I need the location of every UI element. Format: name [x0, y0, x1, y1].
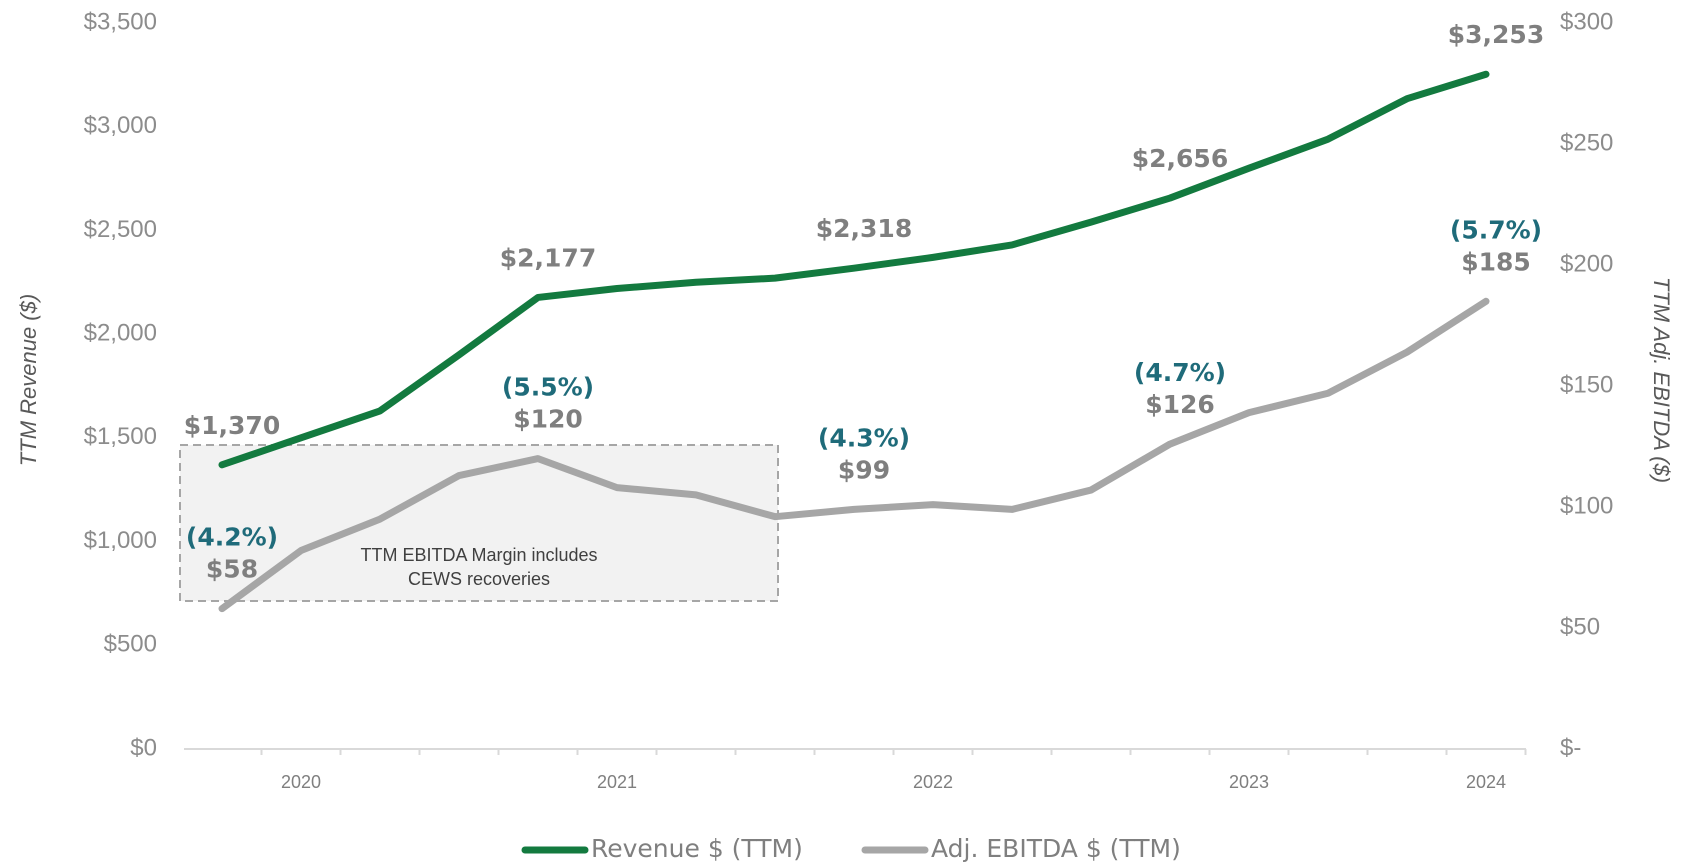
data-label: $126 [1145, 390, 1215, 419]
y2-tick-label: $50 [1560, 613, 1600, 640]
data-label: $120 [513, 405, 583, 434]
series-line [218, 70, 1490, 469]
data-label: $1,370 [184, 411, 280, 440]
data-label: $2,177 [500, 243, 596, 272]
margin-label: (5.7%) [1450, 215, 1542, 244]
legend-label: Adj. EBITDA $ (TTM) [931, 834, 1181, 862]
y2-tick-label: $200 [1560, 250, 1613, 277]
y-tick-label: $2,000 [84, 319, 157, 346]
data-label: $58 [206, 555, 258, 584]
data-label: $2,318 [816, 214, 912, 243]
y2-tick-label: $- [1560, 734, 1581, 761]
y2-tick-label: $250 [1560, 129, 1613, 156]
y-tick-label: $1,500 [84, 423, 157, 450]
y-tick-label: $500 [104, 631, 157, 658]
y-tick-label: $3,000 [84, 112, 157, 139]
margin-label: (4.2%) [186, 523, 278, 552]
y2-tick-label: $150 [1560, 371, 1613, 398]
y-tick-label: $0 [130, 734, 157, 761]
margin-label: (4.7%) [1134, 358, 1226, 387]
data-label: $99 [838, 455, 890, 484]
y-tick-label: $2,500 [84, 216, 157, 243]
y2-tick-label: $300 [1560, 8, 1613, 35]
y-axis-title: TTM Revenue ($) [16, 294, 41, 466]
margin-label: (4.3%) [818, 423, 910, 452]
y-tick-label: $3,500 [84, 8, 157, 35]
data-label: $185 [1461, 247, 1531, 276]
series-line [218, 297, 1490, 613]
x-tick-label: 2024 [1466, 772, 1506, 792]
data-label: $3,253 [1448, 20, 1544, 49]
y2-axis-title: TTM Adj. EBITDA ($) [1649, 277, 1674, 483]
data-label: $2,656 [1132, 144, 1228, 173]
annotation: CEWS recoveries [408, 569, 550, 589]
x-tick-label: 2023 [1229, 772, 1269, 792]
y-tick-label: $1,000 [84, 527, 157, 554]
annotation: TTM EBITDA Margin includes [360, 545, 597, 565]
x-tick-label: 2022 [913, 772, 953, 792]
x-tick-label: 2020 [281, 772, 321, 792]
legend-label: Revenue $ (TTM) [591, 834, 803, 862]
x-tick-label: 2021 [597, 772, 637, 792]
margin-label: (5.5%) [502, 373, 594, 402]
y2-tick-label: $100 [1560, 492, 1613, 519]
